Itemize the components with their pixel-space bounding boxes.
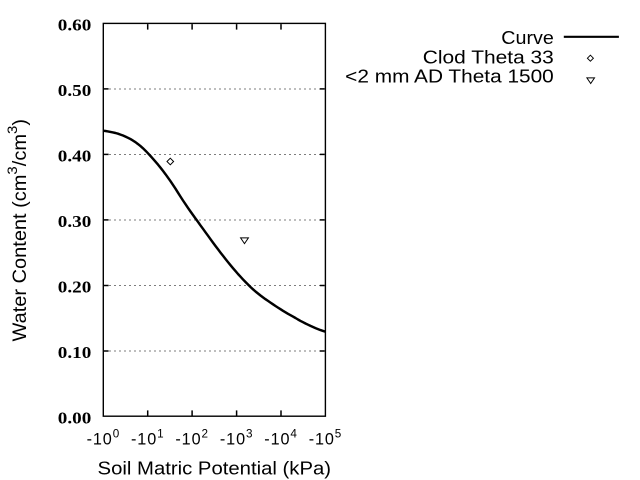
svg-text:<2 mm AD Theta 1500: <2 mm AD Theta 1500 <box>345 65 554 86</box>
svg-text:0.00: 0.00 <box>58 408 92 427</box>
svg-text:-100: -100 <box>87 428 121 449</box>
svg-text:0.10: 0.10 <box>58 343 92 362</box>
svg-text:0.20: 0.20 <box>58 277 92 296</box>
svg-text:0.50: 0.50 <box>58 81 92 100</box>
svg-text:Soil Matric Potential (kPa): Soil Matric Potential (kPa) <box>98 457 332 478</box>
svg-text:Clod Theta 33: Clod Theta 33 <box>423 46 554 67</box>
svg-text:0.40: 0.40 <box>58 146 92 165</box>
svg-text:-103: -103 <box>220 428 254 449</box>
svg-text:0.30: 0.30 <box>58 212 92 231</box>
svg-text:0.60: 0.60 <box>58 15 92 34</box>
svg-text:-101: -101 <box>131 428 165 449</box>
svg-text:-102: -102 <box>175 428 209 449</box>
svg-text:-104: -104 <box>264 428 298 449</box>
svg-text:Water Content (cm3/cm3): Water Content (cm3/cm3) <box>5 119 31 342</box>
svg-text:-105: -105 <box>309 428 343 449</box>
svg-text:Curve: Curve <box>501 27 554 48</box>
